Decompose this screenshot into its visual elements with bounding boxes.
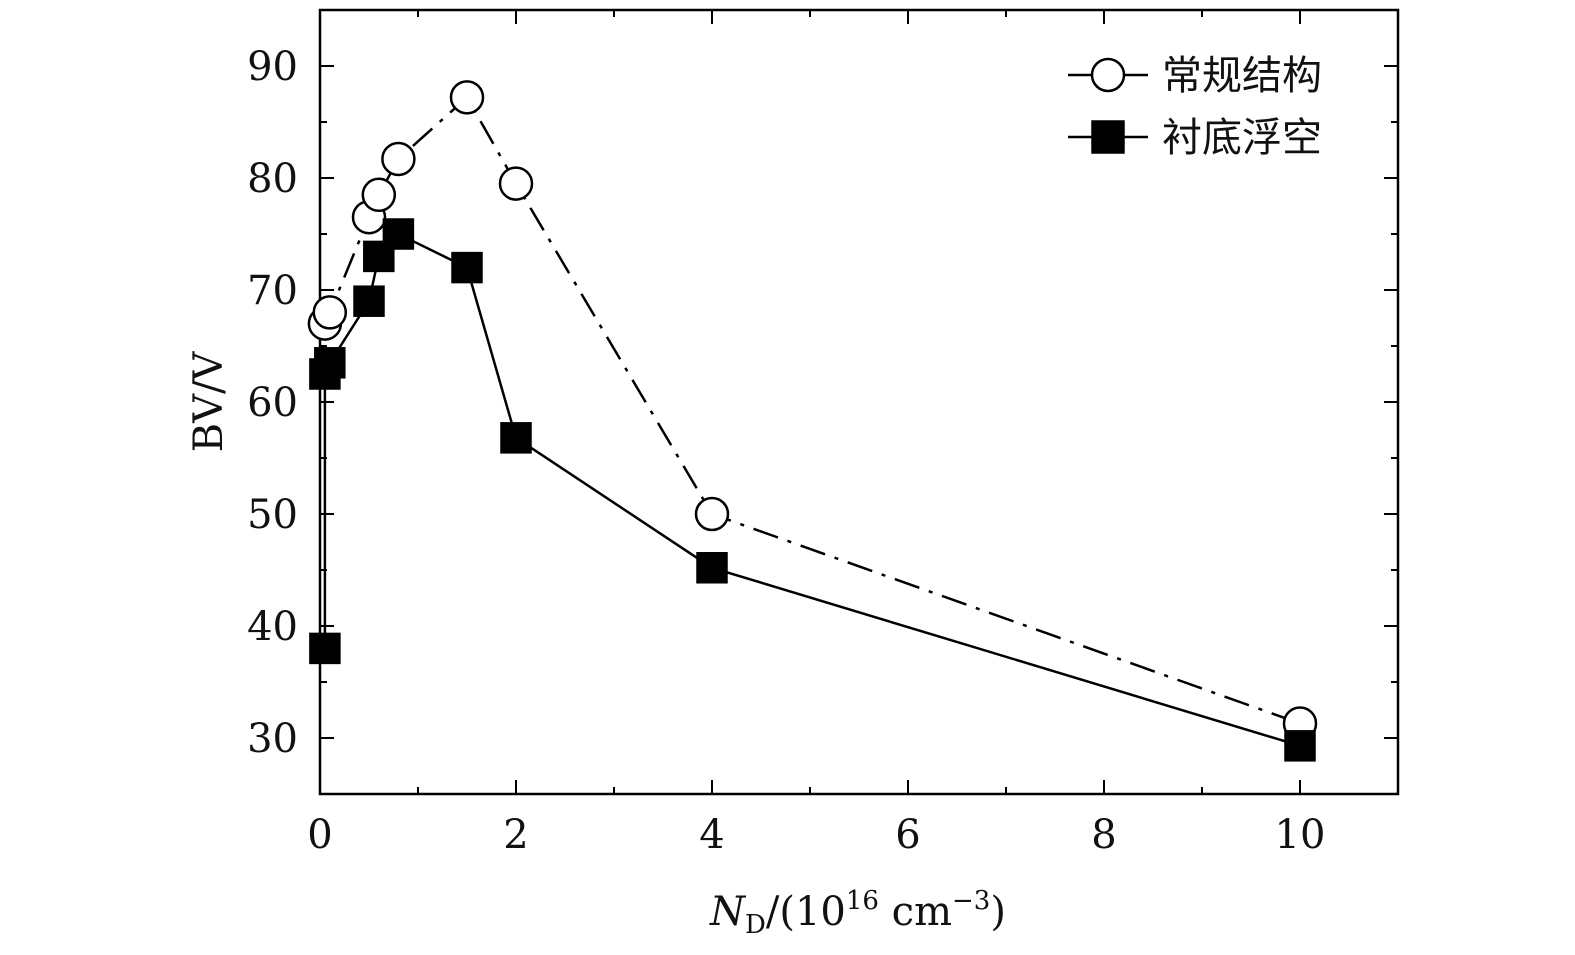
data-point-square bbox=[382, 218, 415, 250]
data-point-square bbox=[309, 632, 341, 665]
legend: 常规结构 衬底浮空 bbox=[1068, 53, 1322, 161]
y-tick-label: 60 bbox=[247, 380, 298, 426]
y-axis-title: BV/V bbox=[186, 351, 232, 453]
data-point-circle bbox=[312, 295, 348, 330]
axis-ticks bbox=[319, 9, 1398, 795]
x-axis-unit-suffix: ) bbox=[990, 889, 1006, 935]
x-axis-unit-base: cm bbox=[879, 889, 952, 935]
axis-tick-labels: 0 2 4 6 8 10 30 40 50 60 70 80 90 bbox=[247, 44, 1325, 858]
data-point-square bbox=[500, 422, 532, 454]
x-axis-unit-prefix: /(10 bbox=[766, 889, 846, 935]
data-point-square bbox=[363, 240, 395, 273]
x-tick-label: 2 bbox=[503, 812, 528, 858]
y-tick-label: 70 bbox=[247, 268, 298, 314]
legend-marker-floating-substrate bbox=[1091, 120, 1125, 154]
x-tick-label: 4 bbox=[699, 812, 724, 858]
data-point-circle bbox=[449, 80, 485, 115]
data-point-circle bbox=[694, 496, 730, 532]
x-tick-label: 6 bbox=[895, 812, 920, 858]
x-tick-label: 8 bbox=[1091, 812, 1116, 858]
series-line bbox=[323, 232, 1301, 747]
data-point-circle bbox=[498, 166, 534, 201]
data-point-square bbox=[451, 251, 483, 284]
y-tick-label: 40 bbox=[247, 604, 298, 650]
y-tick-label: 50 bbox=[247, 492, 298, 538]
x-axis-title: ND/(1016 cm−3) bbox=[709, 886, 1006, 940]
data-series bbox=[307, 80, 1318, 762]
y-tick-label: 80 bbox=[247, 156, 298, 202]
legend-label-floating-substrate: 衬底浮空 bbox=[1162, 115, 1322, 161]
data-point-circle bbox=[381, 141, 416, 177]
data-point-circle bbox=[361, 177, 397, 213]
y-tick-label: 30 bbox=[247, 716, 298, 762]
data-point-square bbox=[314, 347, 346, 379]
x-axis-symbol: N bbox=[709, 889, 747, 935]
series-line bbox=[323, 95, 1301, 725]
x-tick-label: 0 bbox=[307, 812, 332, 858]
x-axis-unit-exponent: 16 bbox=[846, 886, 879, 916]
legend-entry-conventional: 常规结构 bbox=[1068, 53, 1322, 99]
data-point-square bbox=[353, 285, 385, 317]
x-axis-unit-exponent2: −3 bbox=[952, 886, 990, 916]
legend-label-conventional: 常规结构 bbox=[1162, 53, 1322, 99]
x-tick-label: 10 bbox=[1275, 812, 1326, 858]
legend-entry-floating-substrate: 衬底浮空 bbox=[1068, 115, 1322, 161]
y-tick-label: 90 bbox=[247, 44, 298, 90]
x-axis-subscript: D bbox=[745, 910, 766, 940]
legend-marker-conventional bbox=[1090, 57, 1126, 93]
data-point-square bbox=[696, 552, 728, 584]
series-1 bbox=[309, 218, 1316, 762]
data-point-square bbox=[1284, 730, 1316, 762]
series-0 bbox=[307, 80, 1318, 741]
